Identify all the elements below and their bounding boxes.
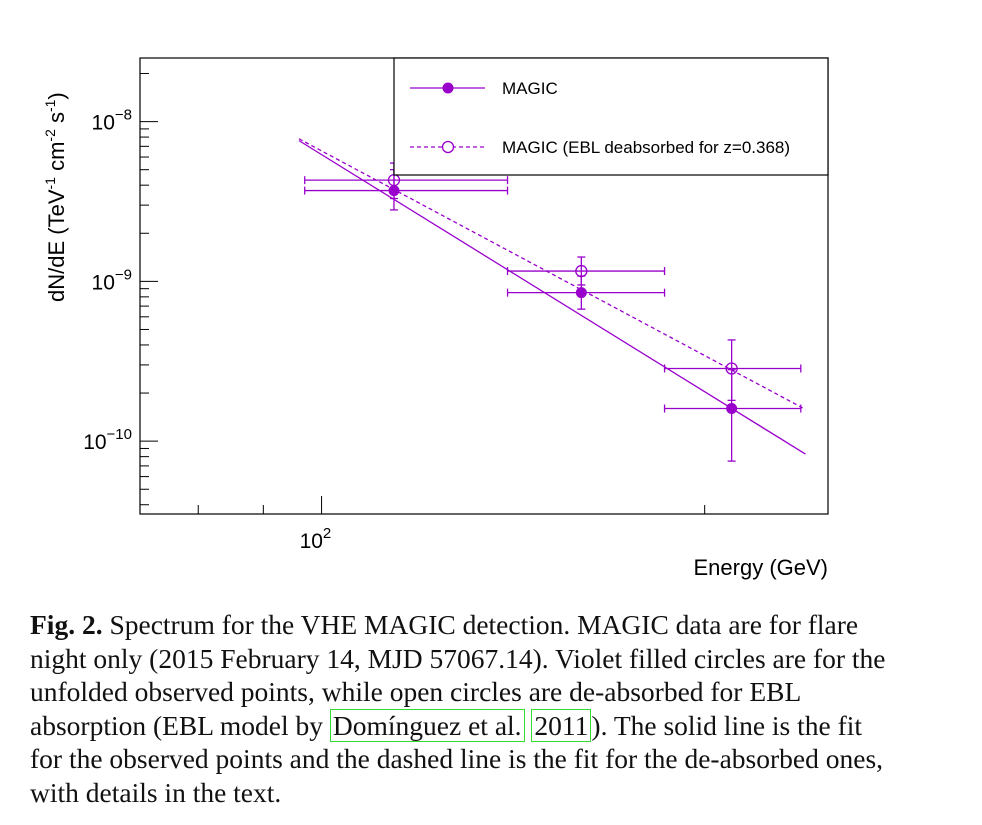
y-axis-label: dN/dE (TeV-1 cm-2 s-1) (42, 92, 69, 302)
legend: MAGIC MAGIC (EBL deabsorbed for z=0.368) (393, 57, 829, 176)
legend-label-magic: MAGIC (502, 79, 558, 98)
y-tick-label: 10−10 (83, 426, 132, 454)
legend-marker-magic (442, 82, 454, 94)
legend-box (393, 57, 829, 176)
fit-line-magic (298, 140, 806, 455)
legend-label-ebl: MAGIC (EBL deabsorbed for z=0.368) (502, 138, 790, 157)
x-tick-label: 102 (300, 525, 332, 553)
data-point-magic (575, 287, 587, 299)
figure-caption: Fig. 2. Spectrum for the VHE MAGIC detec… (30, 608, 890, 809)
spectrum-chart: 10−10 10−9 10−8 102 MAGIC MAGIC (EBL deabso… (42, 57, 829, 580)
y-tick-label: 10−8 (92, 107, 132, 135)
data-point-ebl-deabsorbed (725, 362, 738, 375)
axes: 10−10 10−9 10−8 102 (83, 72, 706, 553)
caption-text-before: Spectrum for the VHE MAGIC detection. MA… (30, 609, 886, 741)
caption-text-after: ). The solid line is the fit for the obs… (30, 709, 884, 808)
data-point-magic (726, 403, 738, 415)
fit-line-ebl-deabsorbed (298, 138, 806, 410)
citation-year-link[interactable]: 2011 (531, 708, 592, 742)
y-tick-label: 10−9 (92, 266, 132, 294)
data-point-ebl-deabsorbed (575, 264, 588, 278)
citation-author-link[interactable]: Domínguez et al. (329, 708, 525, 742)
data-marks (298, 138, 806, 462)
x-axis-label: Energy (GeV) (694, 555, 829, 580)
legend-marker-ebl (441, 140, 455, 154)
caption-label: Fig. 2. (30, 609, 103, 640)
